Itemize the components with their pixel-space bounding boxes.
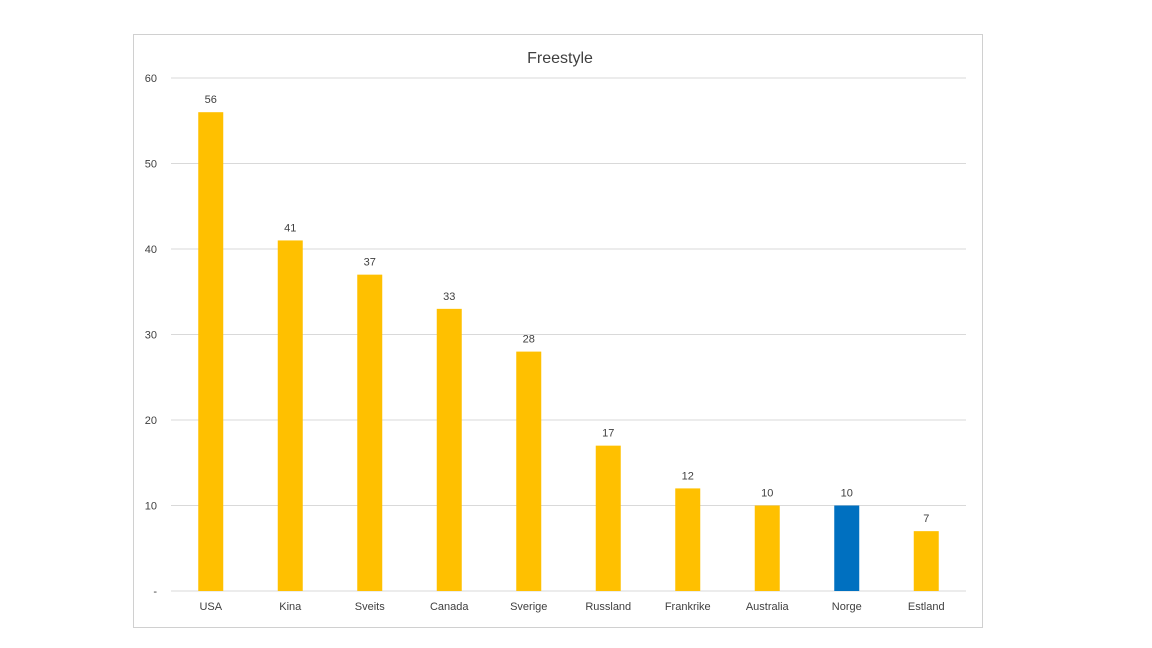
data-label: 7 — [923, 513, 929, 525]
y-tick-label: - — [153, 586, 157, 598]
x-tick-label: Russland — [585, 601, 631, 613]
x-tick-label: Canada — [430, 601, 469, 613]
data-labels: 56 41 37 33 28 17 12 10 10 7 — [205, 94, 930, 525]
y-tick-label: 10 — [145, 501, 157, 513]
x-tick-label: Frankrike — [665, 601, 711, 613]
x-tick-label: Norge — [832, 601, 862, 613]
data-label: 41 — [284, 222, 296, 234]
data-label: 10 — [761, 488, 773, 500]
x-axis-ticks: USA Kina Sveits Canada Sverige Russland Frankr… — [199, 601, 944, 613]
bars — [198, 112, 939, 591]
bar-norge — [834, 505, 860, 591]
data-label: 10 — [841, 488, 853, 500]
bar-usa — [198, 112, 224, 591]
data-label: 37 — [364, 257, 376, 269]
x-tick-label: Australia — [746, 601, 790, 613]
bar-sveits — [357, 274, 383, 591]
bar-sverige — [516, 351, 542, 591]
data-label: 56 — [205, 94, 217, 106]
y-tick-label: 20 — [145, 415, 157, 427]
bar-chart: Freestyle - 10 20 30 40 50 60 56 41 37 33 28 17 12 10… — [145, 50, 966, 613]
x-tick-label: Sverige — [510, 601, 547, 613]
x-tick-label: Kina — [279, 601, 302, 613]
bar-estland — [913, 531, 939, 591]
y-axis-ticks: - 10 20 30 40 50 60 — [145, 73, 158, 598]
bar-kina — [277, 240, 303, 591]
y-tick-label: 50 — [145, 159, 157, 171]
x-tick-label: USA — [199, 601, 222, 613]
y-tick-label: 60 — [145, 73, 157, 85]
bar-canada — [436, 308, 462, 591]
y-tick-label: 30 — [145, 330, 157, 342]
bar-frankrike — [675, 488, 701, 591]
data-label: 33 — [443, 291, 455, 303]
data-label: 28 — [523, 334, 535, 346]
bar-australia — [754, 505, 780, 591]
x-tick-label: Estland — [908, 601, 945, 613]
y-tick-label: 40 — [145, 244, 157, 256]
chart-frame: Freestyle - 10 20 30 40 50 60 56 41 37 33 28 17 12 10… — [133, 34, 983, 628]
x-tick-label: Sveits — [355, 601, 385, 613]
data-label: 17 — [602, 428, 614, 440]
data-label: 12 — [682, 470, 694, 482]
gridlines — [171, 77, 966, 592]
chart-title: Freestyle — [527, 50, 593, 67]
bar-russland — [595, 445, 621, 591]
